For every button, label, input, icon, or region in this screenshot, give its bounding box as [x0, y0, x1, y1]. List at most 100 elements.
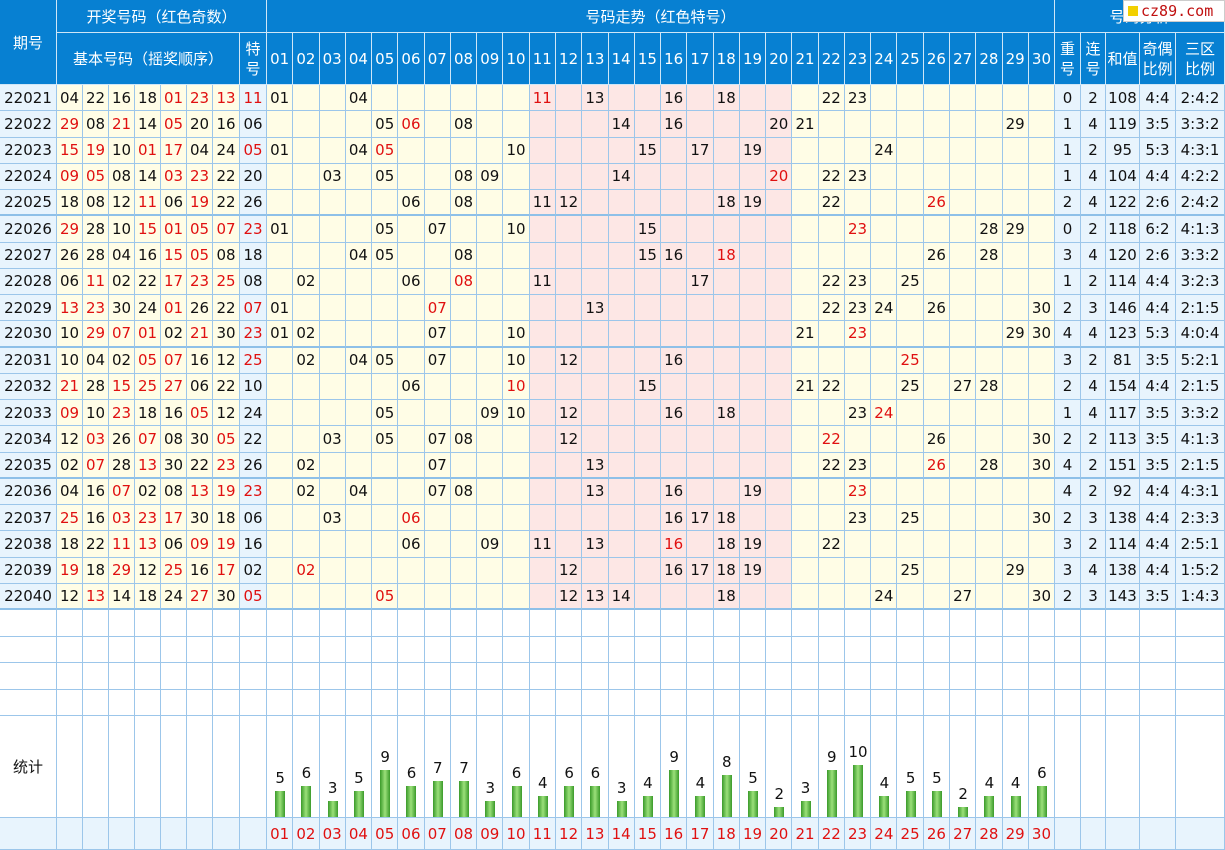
issue-cell: 22033 [0, 400, 57, 427]
basic-number-cell: 19 [213, 531, 240, 558]
number-column-header: 04 [345, 33, 373, 85]
stats-cell [135, 716, 161, 818]
trend-empty-cell [319, 111, 346, 138]
trend-empty-cell [319, 583, 346, 610]
bottom-cell [161, 818, 187, 850]
repeat-cell: 0 [1055, 216, 1081, 243]
blank-cell [450, 663, 478, 690]
sum-cell: 138 [1106, 557, 1140, 584]
trend-number-cell: 25 [897, 373, 924, 400]
trend-empty-cell [608, 347, 635, 374]
trend-empty-cell [792, 347, 819, 374]
trend-special-cell: 05 [372, 137, 399, 164]
trend-empty-cell [818, 137, 845, 164]
blank-cell [1106, 636, 1140, 663]
blank-cell [213, 689, 240, 716]
trend-empty-cell [871, 557, 898, 584]
stat-bar [853, 765, 864, 817]
trend-number-cell: 23 [844, 163, 872, 190]
blank-cell [923, 663, 951, 690]
odd-even-cell: 4:4 [1140, 163, 1176, 190]
trend-empty-cell [608, 400, 635, 427]
stats-cell [1176, 716, 1225, 818]
trend-number-cell: 23 [844, 295, 872, 322]
trend-number-cell: 10 [503, 216, 530, 243]
stat-bar-value: 9 [380, 748, 390, 767]
basic-number-cell: 29 [83, 321, 109, 348]
trend-empty-cell [897, 137, 924, 164]
basic-number-cell: 05 [187, 242, 213, 269]
trend-empty-cell [766, 426, 793, 453]
trend-special-cell: 23 [844, 216, 872, 243]
consecutive-header: 连号 [1081, 33, 1106, 85]
trend-empty-cell [398, 242, 425, 269]
trend-number-cell: 30 [1028, 452, 1056, 479]
number-column-header: 13 [582, 33, 609, 85]
trend-empty-cell [687, 400, 714, 427]
basic-number-cell: 23 [213, 452, 240, 479]
trend-number-cell: 23 [844, 400, 872, 427]
sum-cell: 108 [1106, 85, 1140, 112]
trend-empty-cell [293, 295, 320, 322]
trend-empty-cell [477, 295, 504, 322]
trend-empty-cell [477, 452, 504, 479]
blank-cell [582, 689, 609, 716]
blank-cell [345, 689, 373, 716]
basic-number-cell: 23 [187, 268, 213, 295]
trend-empty-cell [608, 242, 635, 269]
stat-bar-value: 5 [275, 769, 285, 787]
odd-even-cell: 3:5 [1140, 426, 1176, 453]
brand-badge[interactable]: cz89.com [1123, 0, 1225, 22]
trend-empty-cell [713, 295, 740, 322]
trend-empty-cell [477, 426, 504, 453]
trend-empty-cell [345, 190, 373, 217]
basic-number-cell: 30 [187, 505, 213, 532]
odd-even-cell: 4:4 [1140, 295, 1176, 322]
blank-cell [372, 689, 399, 716]
trend-empty-cell [713, 163, 740, 190]
trend-empty-cell [713, 137, 740, 164]
consecutive-cell: 3 [1081, 505, 1106, 532]
trend-empty-cell [739, 242, 767, 269]
trend-number-cell: 03 [319, 505, 346, 532]
consecutive-cell: 2 [1081, 216, 1106, 243]
sum-cell: 114 [1106, 268, 1140, 295]
trend-empty-cell [1028, 163, 1056, 190]
trend-empty-cell [871, 190, 898, 217]
trend-empty-cell [976, 268, 1003, 295]
trend-empty-cell [897, 478, 924, 505]
stat-bar-value: 2 [774, 784, 785, 803]
consecutive-cell: 4 [1081, 400, 1106, 427]
trend-empty-cell [897, 583, 924, 610]
trend-empty-cell [450, 347, 478, 374]
trend-number-cell: 17 [687, 137, 714, 164]
blank-cell [1176, 689, 1225, 716]
trend-number-cell: 01 [267, 137, 294, 164]
trend-number-cell: 16 [661, 85, 688, 112]
bottom-cell [1081, 818, 1106, 850]
trend-empty-cell [687, 478, 714, 505]
trend-empty-cell [923, 347, 951, 374]
issue-cell: 22034 [0, 426, 57, 453]
trend-empty-cell [923, 400, 951, 427]
consecutive-cell: 3 [1081, 295, 1106, 322]
blank-cell [240, 663, 267, 690]
trend-number-cell: 22 [818, 85, 845, 112]
trend-empty-cell [818, 111, 845, 138]
trend-empty-cell [713, 321, 740, 348]
basic-number-cell: 01 [161, 85, 187, 112]
blank-cell [57, 689, 83, 716]
blank-cell [372, 663, 399, 690]
blank-cell [135, 689, 161, 716]
trend-empty-cell [792, 190, 819, 217]
trend-empty-cell [582, 557, 609, 584]
trend-number-cell: 10 [503, 321, 530, 348]
basic-number-cell: 01 [161, 216, 187, 243]
trend-empty-cell [950, 478, 977, 505]
basic-number-cell: 11 [135, 190, 161, 217]
basic-number-cell: 04 [57, 85, 83, 112]
blank-cell [135, 663, 161, 690]
basic-number-cell: 22 [213, 190, 240, 217]
bar-category-label: 26 [923, 818, 951, 850]
sum-cell: 118 [1106, 216, 1140, 243]
